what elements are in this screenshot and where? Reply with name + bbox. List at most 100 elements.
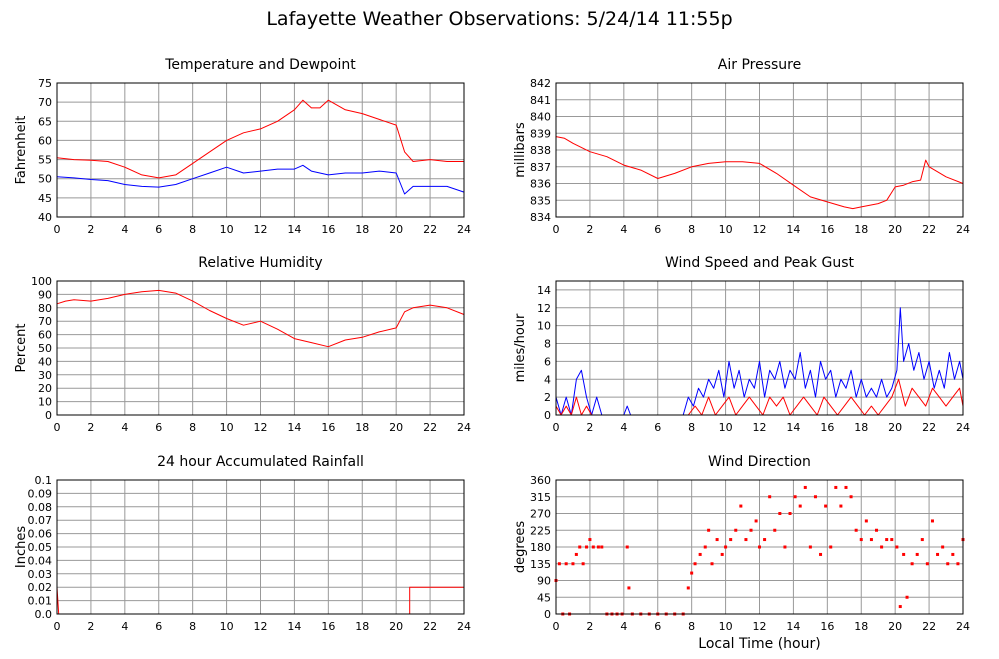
- humidity-xtick-label: 22: [423, 421, 437, 434]
- pressure-ytick-label: 842: [530, 77, 551, 90]
- humidity-xtick-label: 10: [220, 421, 234, 434]
- direction-point: [925, 562, 929, 566]
- temp-ytick-label: 50: [38, 173, 52, 186]
- direction-ytick-label: 225: [530, 524, 551, 537]
- direction-point: [734, 528, 738, 532]
- direction-point: [854, 528, 858, 532]
- direction-point: [915, 552, 919, 556]
- direction-point: [693, 562, 697, 566]
- temp-xtick-label: 0: [54, 223, 61, 236]
- direction-point: [885, 538, 889, 542]
- direction-point: [956, 562, 960, 566]
- direction-point: [686, 586, 690, 590]
- direction-point: [778, 512, 782, 515]
- direction-ytick-label: 270: [530, 508, 551, 521]
- humidity-xtick-label: 24: [457, 421, 471, 434]
- rain-xtick-label: 24: [457, 620, 471, 633]
- temp-series-line-0: [56, 99, 464, 179]
- humidity-title: Relative Humidity: [198, 255, 322, 271]
- wind-ytick-label: 8: [544, 338, 551, 351]
- direction-ytick-label: 90: [537, 575, 551, 588]
- rain-xtick-label: 14: [287, 620, 301, 633]
- direction-point: [859, 538, 863, 542]
- direction-xtick-label: 22: [922, 620, 936, 633]
- humidity-ytick-label: 40: [38, 355, 52, 368]
- direction-point: [703, 545, 707, 549]
- pressure-ytick-label: 835: [530, 194, 551, 207]
- temp-xtick-label: 4: [121, 223, 128, 236]
- wind-ytick-label: 2: [544, 391, 551, 404]
- temp-title: Temperature and Dewpoint: [164, 57, 356, 73]
- direction-point: [754, 519, 758, 523]
- humidity-xtick-label: 14: [287, 421, 301, 434]
- direction-plot-frame: [555, 479, 964, 615]
- direction-point: [571, 562, 575, 566]
- direction-point: [783, 545, 787, 549]
- direction-point: [749, 528, 753, 532]
- direction-point: [788, 512, 792, 515]
- wind-ytick-label: 0: [544, 409, 551, 422]
- rain-ytick-label: 0.0: [35, 608, 53, 621]
- direction-xtick-label: 20: [888, 620, 902, 633]
- pressure-series-line-0: [555, 136, 964, 210]
- rain-xtick-label: 18: [355, 620, 369, 633]
- humidity-xtick-label: 12: [254, 421, 268, 434]
- direction-point: [946, 562, 950, 566]
- direction-xtick-label: 14: [786, 620, 800, 633]
- rain-ylabel: Inches: [14, 526, 29, 568]
- rain-xtick-label: 10: [220, 620, 234, 633]
- pressure-xtick-label: 22: [922, 223, 936, 236]
- rain-ytick-label: 0.07: [28, 514, 53, 527]
- pressure-xtick-label: 16: [820, 223, 834, 236]
- temp-xtick-label: 24: [457, 223, 471, 236]
- wind-xtick-label: 22: [922, 421, 936, 434]
- temp-xtick-label: 6: [155, 223, 162, 236]
- humidity-ytick-label: 60: [38, 329, 52, 342]
- temp-ytick-label: 65: [38, 115, 52, 128]
- humidity-ylabel: Percent: [14, 324, 29, 373]
- temp-xtick-label: 14: [287, 223, 301, 236]
- wind-ytick-label: 4: [544, 373, 551, 386]
- direction-point: [890, 538, 894, 542]
- direction-point: [600, 545, 604, 549]
- temp-xtick-label: 10: [220, 223, 234, 236]
- wind-ytick-label: 6: [544, 355, 551, 368]
- pressure-xtick-label: 4: [620, 223, 627, 236]
- rain-ytick-label: 0.01: [28, 595, 53, 608]
- humidity-ytick-label: 100: [31, 275, 52, 288]
- direction-point: [839, 504, 843, 508]
- humidity-series-line-0: [56, 289, 465, 348]
- pressure-title: Air Pressure: [718, 57, 801, 73]
- direction-ytick-label: 360: [530, 474, 551, 487]
- wind-xtick-label: 14: [786, 421, 800, 434]
- temp-xtick-label: 16: [321, 223, 335, 236]
- pressure-xtick-label: 14: [786, 223, 800, 236]
- humidity-xtick-label: 4: [121, 421, 128, 434]
- direction-point: [864, 519, 868, 523]
- wind-xtick-label: 24: [956, 421, 970, 434]
- pressure-xtick-label: 6: [654, 223, 661, 236]
- wind-xtick-label: 2: [586, 421, 593, 434]
- rain-title: 24 hour Accumulated Rainfall: [157, 454, 364, 470]
- direction-xtick-label: 0: [553, 620, 560, 633]
- direction-point: [902, 552, 906, 556]
- wind-ylabel: miles/hour: [513, 313, 528, 382]
- humidity-xtick-label: 16: [321, 421, 335, 434]
- direction-point: [596, 545, 600, 549]
- pressure-ytick-label: 840: [530, 111, 551, 124]
- pressure-xtick-label: 10: [719, 223, 733, 236]
- pressure-xtick-label: 2: [586, 223, 593, 236]
- temp-series-line-1: [56, 164, 465, 195]
- pressure-ytick-label: 834: [530, 211, 551, 224]
- direction-point: [588, 538, 592, 542]
- direction-point: [905, 595, 909, 599]
- direction-xtick-label: 12: [753, 620, 767, 633]
- pressure-xtick-label: 24: [956, 223, 970, 236]
- direction-point: [690, 571, 694, 575]
- temp-ytick-label: 45: [38, 192, 52, 205]
- direction-point: [720, 552, 724, 556]
- wind-xtick-label: 10: [719, 421, 733, 434]
- humidity-xtick-label: 18: [355, 421, 369, 434]
- direction-point: [808, 545, 812, 549]
- direction-xtick-label: 18: [854, 620, 868, 633]
